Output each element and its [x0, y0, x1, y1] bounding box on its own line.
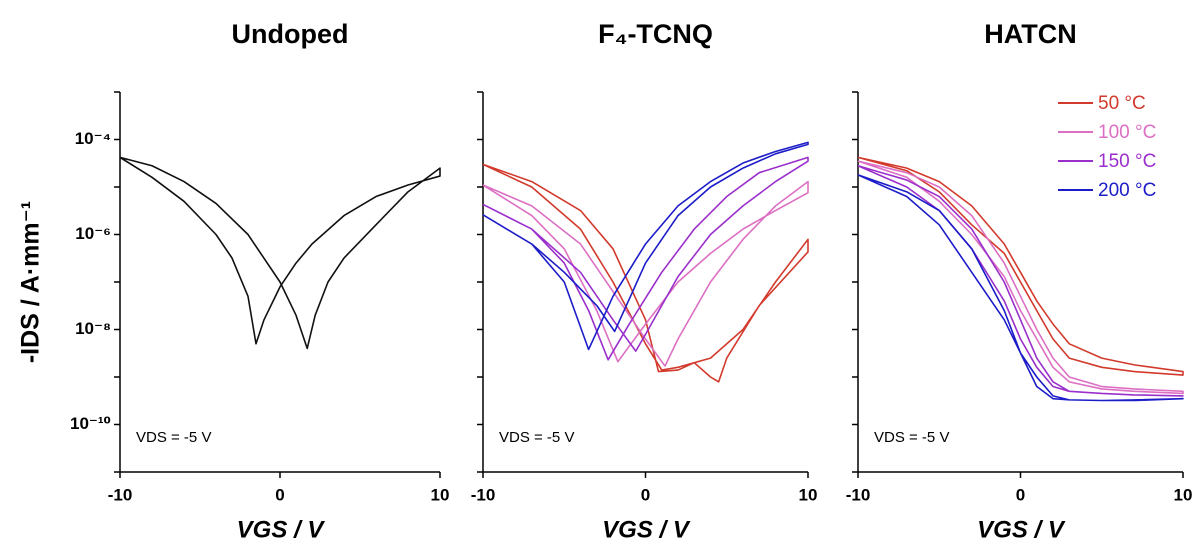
legend-label: 50 °C	[1098, 93, 1146, 114]
y-tick-label: 10⁻⁶	[75, 224, 111, 243]
x-axis-label: VGS / V	[977, 516, 1066, 543]
x-tick-label: 0	[275, 485, 284, 504]
panel-title: F₄-TCNQ	[598, 19, 713, 49]
annotation: VDS = -5 V	[499, 429, 574, 446]
x-tick-label: 0	[1016, 485, 1025, 504]
legend-label: 150 °C	[1098, 151, 1156, 172]
x-axis-label: VGS / V	[602, 516, 691, 543]
legend-label: 200 °C	[1098, 180, 1156, 201]
data-line	[482, 156, 809, 361]
data-line	[857, 160, 1184, 395]
annotation: VDS = -5 V	[136, 429, 211, 446]
x-tick-label: 10	[1174, 485, 1193, 504]
y-axis-label: -IDS / A·mm⁻¹	[17, 201, 45, 363]
data-line	[482, 163, 809, 383]
x-tick-label: -10	[846, 485, 871, 504]
data-line	[482, 180, 809, 367]
x-axis-label: VGS / V	[237, 516, 326, 543]
annotation: VDS = -5 V	[874, 429, 949, 446]
panel-title: HATCN	[984, 19, 1076, 49]
x-tick-label: -10	[108, 485, 133, 504]
y-tick-label: 10⁻⁴	[75, 129, 111, 148]
legend-label: 100 °C	[1098, 122, 1156, 143]
y-tick-label: 10⁻¹⁰	[70, 414, 111, 433]
data-line	[857, 174, 1184, 402]
data-line	[119, 156, 441, 350]
x-tick-label: 0	[641, 485, 650, 504]
x-tick-label: 10	[431, 485, 450, 504]
panel-title: Undoped	[232, 19, 349, 49]
data-line	[857, 156, 1184, 376]
y-tick-label: 10⁻⁸	[75, 319, 111, 338]
data-line	[482, 141, 809, 351]
data-line	[857, 164, 1184, 397]
x-tick-label: -10	[471, 485, 496, 504]
x-tick-label: 10	[799, 485, 818, 504]
